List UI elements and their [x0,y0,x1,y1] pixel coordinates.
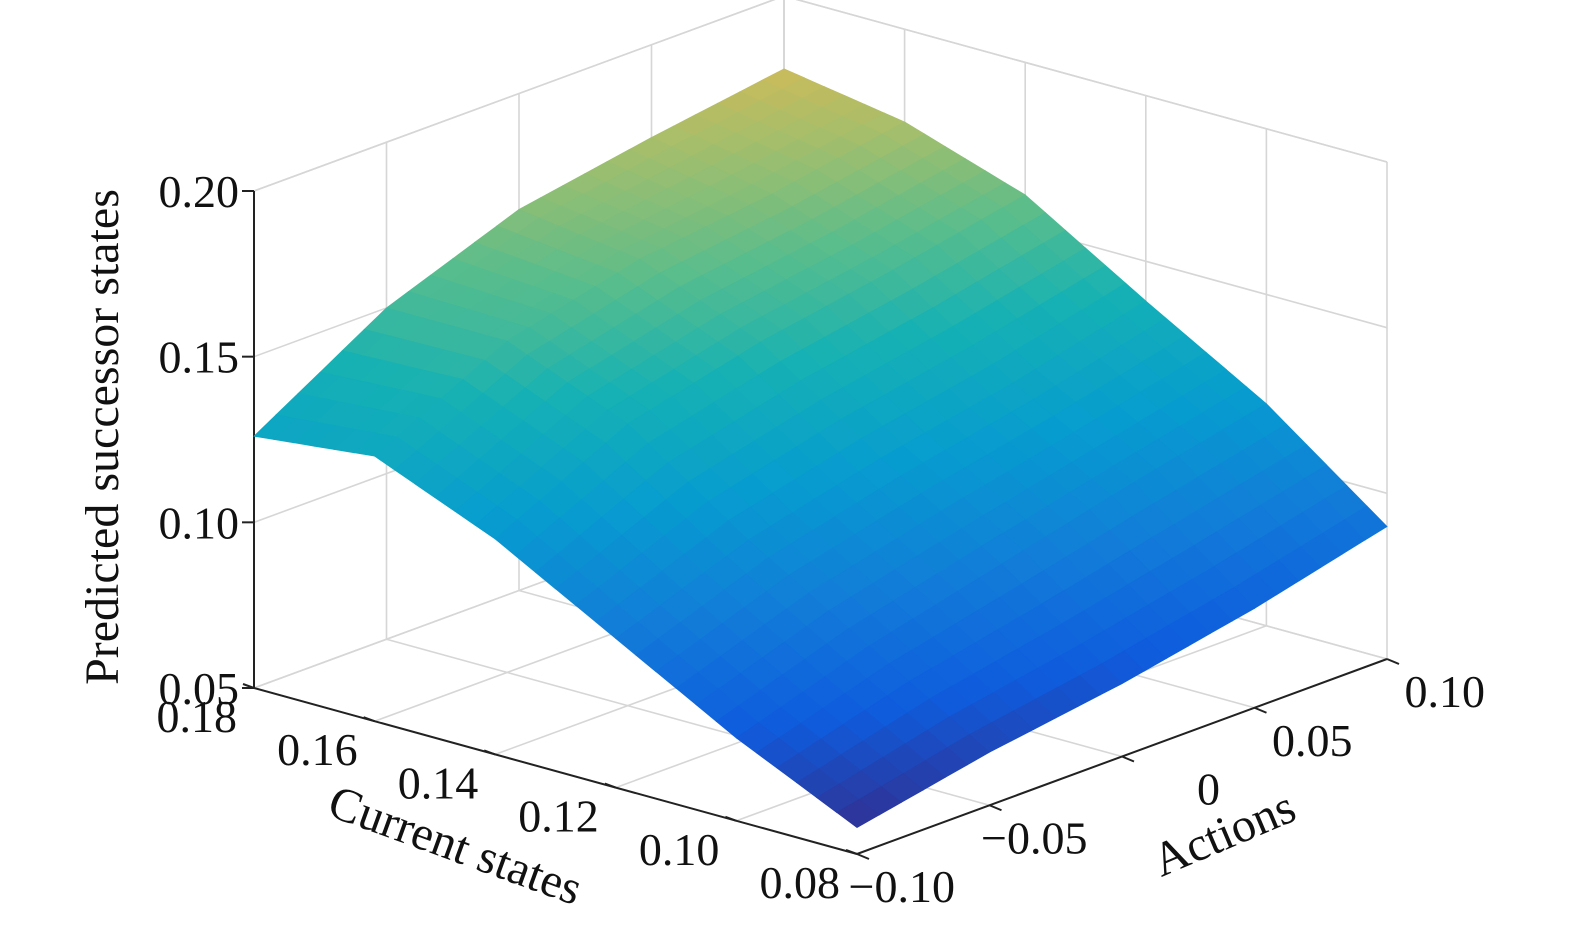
y-tick-mark [856,853,870,860]
y-axis-title: Actions [1145,780,1303,887]
y-tick-mark [989,804,1002,812]
x-tick-label: 0.14 [398,757,479,808]
surface-layer [253,68,1388,828]
x-tick-mark [363,716,375,723]
x-tick-label: 0.10 [639,824,720,875]
y-tick-label: 0.10 [1405,666,1486,717]
x-tick-mark [725,815,737,822]
y-tick-label: 0.05 [1272,715,1353,766]
y-tick-label: 0 [1197,764,1220,815]
gridline [795,0,1388,163]
gridline [253,0,776,192]
z-tick-label: 0.10 [159,497,240,548]
surface-patch [836,799,880,828]
y-tick-label: −0.10 [849,861,955,912]
x-tick-mark [845,849,858,855]
x-tick-label: 0.08 [760,857,841,908]
z-tick-label: 0.05 [159,663,240,714]
x-tick-label: 0.16 [277,724,358,775]
y-tick-mark [1254,706,1267,714]
y-tick-label: −0.05 [981,812,1087,863]
z-axis-title: Predicted successor states [76,189,129,685]
x-axis-line [253,687,858,855]
axis-layer: 0.18 0.16 0.14 0.12 0.10 0.08 −0.10 −0.05 0 0.05 0… [157,166,1486,912]
z-tick-label: 0.15 [159,332,240,383]
x-tick-label: 0.12 [518,791,599,842]
y-tick-mark [1386,658,1400,665]
x-tick-label: 0.18 [157,691,238,742]
x-tick-mark [483,749,496,756]
x-tick-mark [604,782,617,789]
z-tick-label: 0.20 [159,166,240,217]
y-tick-mark [1121,755,1135,763]
